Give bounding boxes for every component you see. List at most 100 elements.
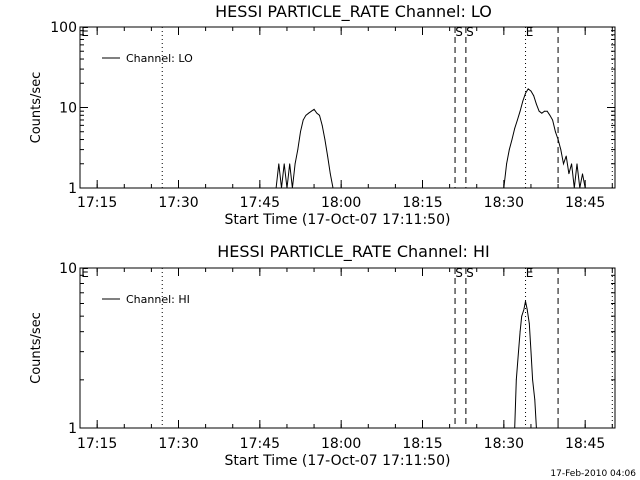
x-axis-label: Start Time (17-Oct-07 17:11:50): [225, 212, 451, 228]
data-point: [571, 163, 572, 165]
chart-title: HESSI PARTICLE_RATE Channel: LO: [215, 2, 492, 22]
data-point: [332, 187, 334, 189]
data-point: [518, 351, 519, 353]
data-point: [281, 187, 282, 189]
event-marker-label: E: [81, 25, 89, 39]
data-point: [563, 163, 564, 165]
data-point: [560, 149, 562, 151]
data-point: [573, 187, 575, 189]
data-point: [324, 139, 326, 140]
y-tick-label: 10: [59, 261, 77, 277]
data-point: [538, 110, 540, 112]
y-tick-label: 10: [59, 101, 77, 117]
data-point: [549, 114, 551, 116]
x-tick-label: 17:15: [77, 195, 117, 211]
data-point: [327, 155, 328, 157]
data-point: [530, 351, 532, 353]
data-point: [319, 114, 320, 116]
data-point: [536, 103, 537, 105]
data-point: [300, 131, 301, 133]
data-point: [565, 155, 567, 157]
data-point: [536, 427, 537, 429]
data-point: [546, 110, 548, 112]
x-tick-label: 18:00: [321, 195, 361, 211]
y-tick-label: 100: [50, 20, 77, 36]
event-marker-label: E: [526, 266, 534, 280]
data-point: [283, 163, 285, 165]
data-point: [534, 399, 536, 401]
x-tick-label: 18:15: [402, 195, 442, 211]
x-tick-label: 18:00: [321, 436, 361, 452]
event-marker-label: S: [466, 266, 474, 280]
data-point: [514, 127, 516, 129]
data-point: [305, 114, 307, 116]
data-point: [525, 92, 526, 94]
data-point: [321, 125, 323, 126]
series-line: [275, 88, 591, 189]
data-point: [568, 173, 570, 175]
data-point: [286, 187, 288, 189]
legend-entry: Channel: LO: [126, 52, 193, 65]
x-tick-label: 18:30: [484, 436, 524, 452]
data-point: [275, 187, 277, 189]
x-tick-label: 17:15: [77, 436, 117, 452]
data-point: [584, 187, 586, 189]
data-point: [541, 112, 543, 114]
data-point: [289, 163, 291, 165]
data-point: [292, 187, 293, 189]
data-point: [527, 88, 529, 90]
data-point: [297, 149, 299, 151]
data-point: [506, 163, 507, 165]
data-point: [514, 427, 516, 429]
data-point: [302, 119, 304, 121]
event-marker-label: E: [526, 25, 534, 39]
data-point: [555, 131, 556, 133]
x-tick-label: 17:30: [158, 436, 198, 452]
data-point: [517, 119, 518, 121]
data-point: [308, 112, 309, 114]
data-point: [544, 110, 545, 112]
data-point: [576, 163, 578, 165]
footer-timestamp: 17-Feb-2010 04:06: [550, 469, 636, 479]
data-point: [533, 95, 535, 97]
y-axis-label: Counts/sec: [29, 312, 44, 384]
x-tick-label: 18:30: [484, 195, 524, 211]
x-tick-label: 18:45: [565, 436, 605, 452]
x-axis-label: Start Time (17-Oct-07 17:11:50): [225, 453, 451, 469]
data-point: [521, 315, 523, 317]
y-axis-label: Counts/sec: [29, 72, 44, 144]
data-point: [508, 149, 510, 151]
data-point: [503, 187, 505, 189]
data-point: [532, 379, 533, 381]
data-point: [311, 110, 312, 112]
plot-frame: [79, 267, 616, 429]
data-point: [519, 331, 521, 333]
data-point: [528, 323, 530, 324]
data-point: [511, 139, 513, 140]
data-point: [526, 309, 528, 310]
x-tick-label: 18:15: [402, 436, 442, 452]
x-tick-label: 17:45: [240, 436, 280, 452]
data-point: [522, 100, 524, 102]
data-point: [515, 379, 517, 381]
data-point: [557, 139, 559, 140]
data-point: [582, 173, 583, 175]
y-tick-label: 1: [68, 181, 77, 197]
data-point: [294, 163, 296, 165]
x-tick-label: 18:45: [565, 195, 605, 211]
chart-title: HESSI PARTICLE_RATE Channel: HI: [217, 242, 490, 262]
event-marker-label: S: [455, 25, 463, 39]
data-point: [278, 163, 280, 165]
data-point: [523, 309, 525, 310]
data-point: [579, 187, 581, 189]
data-point: [590, 187, 591, 189]
data-point: [530, 90, 532, 92]
x-tick-label: 17:30: [158, 195, 198, 211]
data-point: [329, 173, 331, 175]
legend-entry: Channel: HI: [126, 293, 190, 306]
data-point: [525, 300, 526, 302]
x-tick-label: 17:45: [240, 195, 280, 211]
event-marker-label: S: [466, 25, 474, 39]
event-marker-label: E: [81, 266, 89, 280]
